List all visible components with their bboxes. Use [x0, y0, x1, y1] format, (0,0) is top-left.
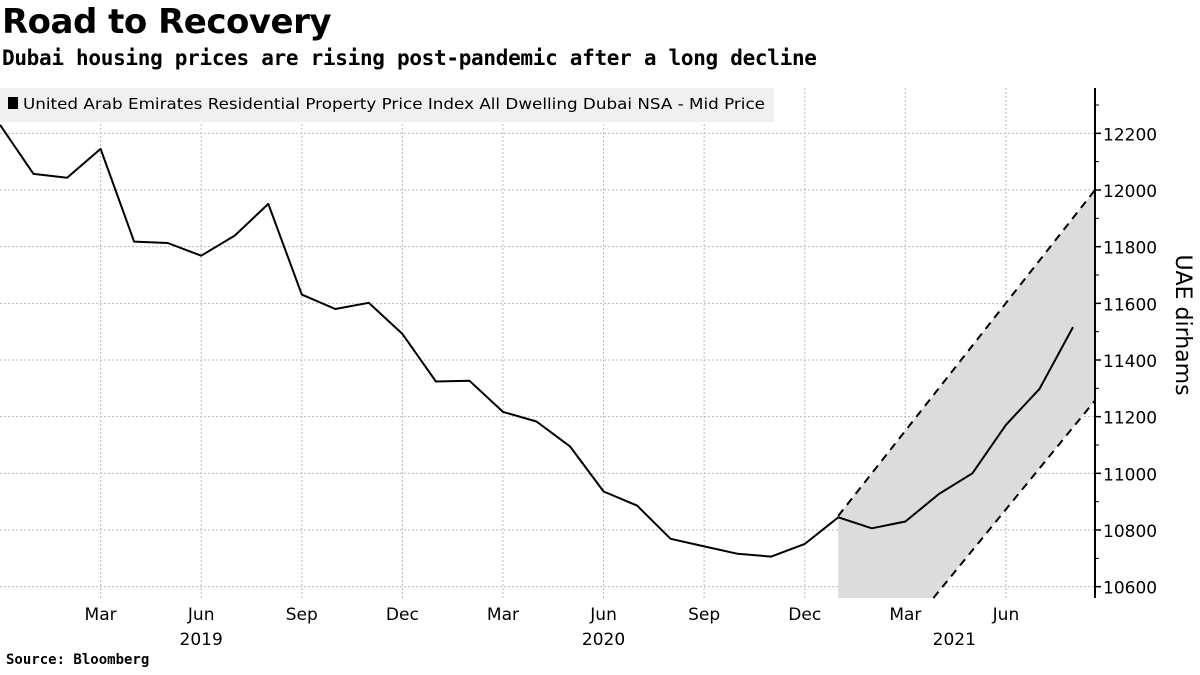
- y-tick-label: 12000: [1103, 182, 1157, 202]
- y-tick-label: 11200: [1103, 409, 1157, 429]
- series-line: [0, 124, 1074, 558]
- y-tick-label: 11400: [1103, 352, 1157, 372]
- legend-background: [0, 88, 774, 122]
- x-tick-label: Jun: [992, 605, 1020, 625]
- trend-band: [837, 189, 1096, 599]
- x-tick-label: Sep: [688, 605, 720, 625]
- x-tick-label: Sep: [286, 605, 318, 625]
- trend-lower-line: [932, 399, 1096, 599]
- x-tick-label: Jun: [589, 605, 617, 625]
- trend-band-fill: [838, 190, 1095, 598]
- chart-subtitle: Dubai housing prices are rising post-pan…: [2, 46, 817, 70]
- source-note: Source: Bloomberg: [6, 652, 150, 668]
- x-tick-label: Dec: [386, 605, 419, 625]
- legend-swatch: [8, 97, 18, 109]
- x-tick-label: Jun: [187, 605, 215, 625]
- x-tick-label: Mar: [889, 605, 921, 625]
- y-tick-label: 11800: [1103, 239, 1157, 259]
- axes: 10600 10800 11000 11200 11400 11600 11800 12000…: [85, 88, 1157, 650]
- x-year-label: 2021: [933, 630, 976, 650]
- x-tick-label: Dec: [788, 605, 821, 625]
- x-year-label: 2020: [582, 630, 625, 650]
- y-tick-label: 12200: [1103, 125, 1157, 145]
- legend-entry: United Arab Emirates Residential Propert…: [23, 95, 765, 113]
- y-tick-label: 11600: [1103, 295, 1157, 315]
- x-tick-label: Mar: [487, 605, 519, 625]
- series-layer: [0, 124, 1074, 558]
- y-tick-label: 10800: [1103, 522, 1157, 542]
- y-axis-label: UAE dirhams: [1170, 254, 1195, 395]
- legend: United Arab Emirates Residential Propert…: [0, 88, 774, 122]
- y-tick-label: 10600: [1103, 579, 1157, 599]
- x-tick-label: Mar: [85, 605, 117, 625]
- y-tick-label: 11000: [1103, 465, 1157, 485]
- x-year-label: 2019: [180, 630, 223, 650]
- chart-title: Road to Recovery: [2, 2, 332, 42]
